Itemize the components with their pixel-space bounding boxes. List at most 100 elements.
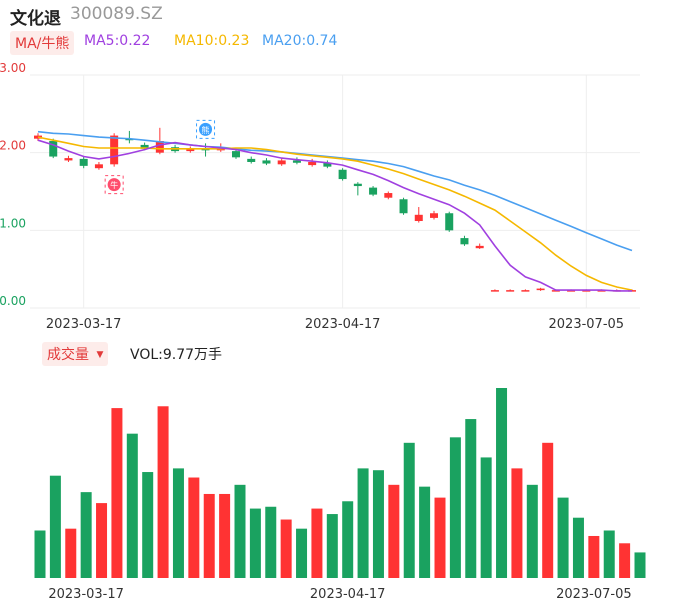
bull-marker: 牛 — [104, 175, 124, 195]
volume-bar — [357, 468, 369, 578]
volume-bar — [126, 433, 138, 578]
volume-bar — [603, 530, 615, 578]
candle — [338, 168, 347, 181]
volume-bar — [280, 519, 292, 578]
bear-marker: 熊 — [196, 119, 216, 139]
volume-bar — [634, 552, 646, 578]
dropdown-caret-icon: ▼ — [96, 350, 104, 360]
volume-bar — [496, 388, 508, 578]
candle — [323, 160, 332, 169]
candle-body — [536, 288, 545, 291]
volume-bar — [80, 492, 92, 578]
ma20-legend: MA20:0.74 — [262, 33, 338, 49]
candle-body — [64, 158, 73, 161]
ma5-line — [37, 139, 632, 292]
marker-frame — [104, 175, 124, 195]
candle-body — [94, 164, 103, 169]
candle-body — [308, 161, 317, 166]
candle — [201, 143, 210, 157]
volume-bar — [419, 486, 431, 578]
candle-body — [247, 158, 256, 162]
volume-bar — [234, 484, 246, 578]
volume-bar — [34, 530, 46, 578]
marker-dot — [199, 122, 213, 136]
candle-body — [79, 158, 88, 166]
candle — [49, 138, 58, 159]
candle — [536, 287, 545, 291]
volume-x-tick-label: 2023-04-17 — [310, 587, 386, 602]
volume-bar — [157, 406, 169, 578]
candle — [369, 186, 378, 197]
candle-body — [110, 135, 119, 165]
volume-bar — [388, 484, 400, 578]
volume-bar — [619, 543, 631, 578]
candle-body — [521, 290, 530, 292]
candle-body — [49, 141, 58, 157]
stock-name: 文化退 — [10, 9, 61, 29]
volume-value: VOL:9.77万手 — [130, 347, 223, 363]
volume-bar — [249, 508, 261, 578]
candle-body — [506, 290, 515, 292]
volume-bar — [526, 484, 538, 578]
candle-body — [155, 141, 164, 153]
x-tick-label: 2023-07-05 — [549, 317, 625, 332]
candle-body — [140, 144, 149, 149]
candle — [277, 158, 286, 166]
candle — [414, 207, 423, 223]
volume-bar — [311, 508, 323, 578]
candle — [232, 148, 240, 159]
candle-body — [430, 213, 438, 218]
volume-bar — [572, 517, 584, 578]
volume-bar — [142, 472, 154, 578]
volume-bar — [480, 457, 492, 578]
volume-bar — [203, 493, 215, 578]
ma10-line — [37, 136, 633, 291]
candle-body — [445, 213, 454, 231]
volume-bar — [542, 442, 554, 578]
volume-bar — [511, 468, 523, 578]
candle — [110, 133, 119, 167]
candle — [94, 161, 103, 170]
volume-bar — [96, 503, 108, 578]
volume-indicator-selector[interactable]: 成交量 ▼ — [42, 342, 109, 366]
candle-body — [369, 187, 378, 195]
candle-body — [384, 193, 393, 198]
candle-body — [399, 199, 408, 214]
y-tick-label: 2.00 — [0, 139, 26, 153]
candle-body — [338, 169, 347, 180]
marker-label: 熊 — [202, 125, 210, 135]
candle-body — [232, 151, 240, 158]
ma10-legend: MA10:0.23 — [174, 33, 250, 49]
candle-body — [414, 214, 423, 222]
volume-indicator-label: 成交量 — [47, 347, 89, 363]
volume-bar — [372, 470, 384, 578]
ma20-line — [37, 130, 633, 252]
candle — [79, 156, 88, 169]
marker-frame — [196, 119, 216, 139]
volume-bar — [188, 477, 200, 578]
volume-x-tick-label: 2023-03-17 — [48, 587, 124, 602]
candle — [399, 197, 408, 215]
candlestick-chart: 3.00 2.00 1.00 0.00 2023-03-17 2023-04-17 2023… — [0, 61, 640, 332]
candle — [506, 289, 515, 292]
marker-label: 牛 — [110, 180, 118, 190]
volume-x-tick-label: 2023-07-05 — [556, 587, 632, 602]
volume-bar — [465, 419, 477, 578]
candle-body — [323, 162, 332, 167]
candle — [460, 235, 469, 246]
volume-bar — [342, 501, 354, 578]
y-tick-label: 3.00 — [0, 61, 26, 75]
x-tick-label: 2023-04-17 — [305, 317, 381, 332]
volume-bar — [588, 535, 600, 578]
volume-bar — [449, 437, 461, 578]
ma-indicator-selector[interactable]: MA/牛熊 — [10, 31, 75, 55]
candle-body — [460, 238, 469, 245]
candle — [490, 289, 499, 292]
candle-body — [490, 290, 499, 292]
volume-bar — [403, 442, 415, 578]
candle — [125, 130, 134, 144]
candle — [262, 158, 271, 166]
candle — [521, 289, 530, 292]
marker-dot — [107, 178, 121, 192]
volume-bar — [296, 528, 308, 578]
